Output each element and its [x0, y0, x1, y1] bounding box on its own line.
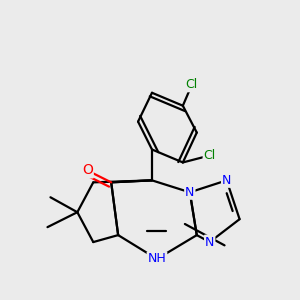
Text: O: O	[82, 164, 93, 177]
Text: N: N	[205, 236, 214, 249]
Text: NH: NH	[148, 253, 166, 266]
Text: Cl: Cl	[204, 149, 216, 162]
Text: N: N	[185, 186, 194, 199]
Text: N: N	[222, 174, 231, 187]
Text: Cl: Cl	[186, 78, 198, 91]
